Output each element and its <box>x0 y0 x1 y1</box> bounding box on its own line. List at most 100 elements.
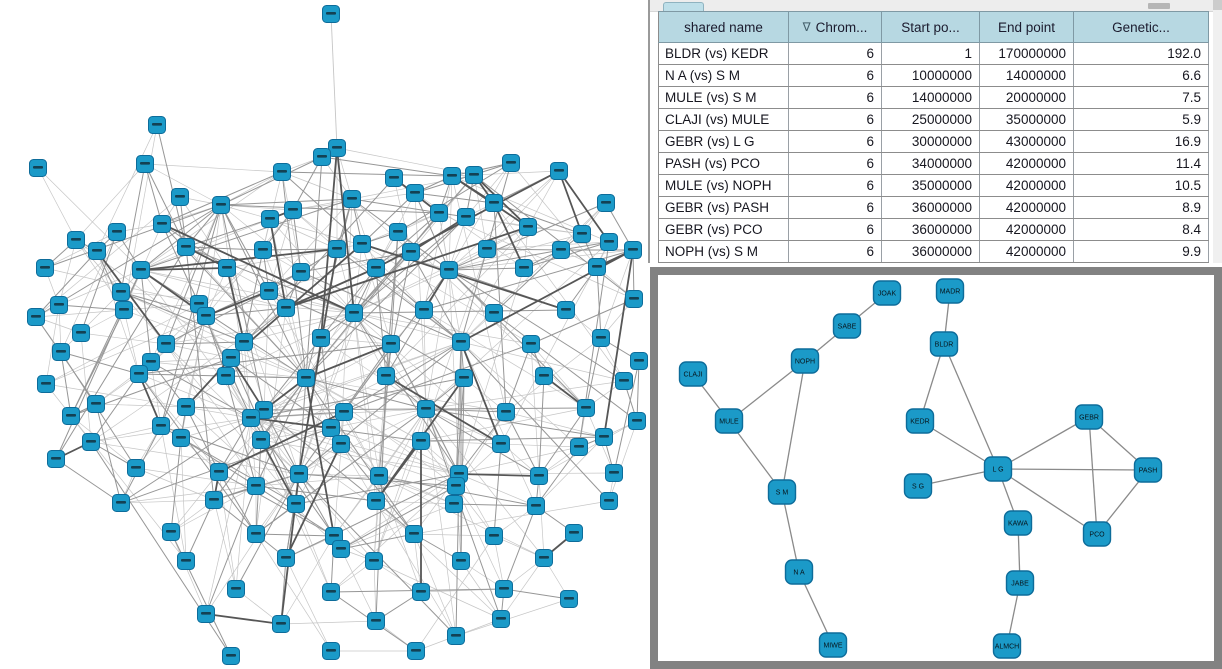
scrollbar-up-button[interactable] <box>1213 0 1222 10</box>
network-node[interactable] <box>625 290 643 308</box>
network-node[interactable] <box>312 329 330 347</box>
network-node[interactable] <box>465 166 483 184</box>
subnetwork-node-sm[interactable]: S M <box>767 479 797 505</box>
network-node[interactable] <box>389 223 407 241</box>
network-node[interactable] <box>177 398 195 416</box>
network-node[interactable] <box>322 583 340 601</box>
network-node[interactable] <box>406 184 424 202</box>
table-row[interactable]: PASH (vs) PCO 6 34000000 42000000 11.4 <box>658 152 1209 175</box>
network-node[interactable] <box>377 367 395 385</box>
network-node[interactable] <box>322 419 340 437</box>
network-node[interactable] <box>527 497 545 515</box>
table-tab[interactable] <box>663 2 704 11</box>
network-node[interactable] <box>142 353 160 371</box>
network-node[interactable] <box>254 241 272 259</box>
network-node[interactable] <box>272 615 290 633</box>
network-node[interactable] <box>550 162 568 180</box>
network-node[interactable] <box>136 155 154 173</box>
network-node[interactable] <box>615 372 633 390</box>
network-node[interactable] <box>172 429 190 447</box>
network-node[interactable] <box>492 610 510 628</box>
network-node[interactable] <box>367 612 385 630</box>
network-node[interactable] <box>522 335 540 353</box>
network-node[interactable] <box>197 605 215 623</box>
network-node[interactable] <box>495 580 513 598</box>
table-scroll-mark[interactable] <box>1148 3 1170 9</box>
network-node[interactable] <box>492 435 510 453</box>
network-node[interactable] <box>402 243 420 261</box>
table-row[interactable]: GEBR (vs) L G 6 30000000 43000000 16.9 <box>658 130 1209 153</box>
network-node[interactable] <box>457 208 475 226</box>
network-node[interactable] <box>407 642 425 660</box>
network-node[interactable] <box>82 433 100 451</box>
network-node[interactable] <box>153 215 171 233</box>
network-node[interactable] <box>252 431 270 449</box>
network-node[interactable] <box>552 241 570 259</box>
network-node[interactable] <box>535 367 553 385</box>
network-node[interactable] <box>570 438 588 456</box>
panel-divider[interactable] <box>648 0 650 263</box>
network-node[interactable] <box>415 301 433 319</box>
network-node[interactable] <box>260 282 278 300</box>
network-node[interactable] <box>600 492 618 510</box>
network-node[interactable] <box>127 459 145 477</box>
subnetwork-node-madr[interactable]: MADR <box>935 278 965 304</box>
network-node[interactable] <box>162 523 180 541</box>
network-node[interactable] <box>328 139 346 157</box>
network-node[interactable] <box>171 188 189 206</box>
network-node[interactable] <box>88 242 106 260</box>
table-row[interactable]: CLAJI (vs) MULE 6 25000000 35000000 5.9 <box>658 108 1209 131</box>
network-node[interactable] <box>478 240 496 258</box>
network-node[interactable] <box>385 169 403 187</box>
network-node[interactable] <box>205 491 223 509</box>
network-node[interactable] <box>519 218 537 236</box>
network-node[interactable] <box>365 552 383 570</box>
network-node[interactable] <box>29 159 47 177</box>
network-node[interactable] <box>332 540 350 558</box>
network-node[interactable] <box>535 549 553 567</box>
network-node[interactable] <box>261 210 279 228</box>
network-node[interactable] <box>405 525 423 543</box>
network-node[interactable] <box>177 552 195 570</box>
network-node[interactable] <box>445 495 463 513</box>
network-node[interactable] <box>130 365 148 383</box>
network-node[interactable] <box>588 258 606 276</box>
subnetwork-node-sabe[interactable]: SABE <box>832 313 862 339</box>
network-node[interactable] <box>605 464 623 482</box>
subnetwork-node-sg[interactable]: S G <box>903 473 933 499</box>
network-node[interactable] <box>72 324 90 342</box>
network-node[interactable] <box>52 343 70 361</box>
network-node[interactable] <box>515 259 533 277</box>
network-node[interactable] <box>630 352 648 370</box>
network-node[interactable] <box>443 167 461 185</box>
network-node[interactable] <box>343 190 361 208</box>
network-node[interactable] <box>273 163 291 181</box>
network-node[interactable] <box>212 196 230 214</box>
network-node[interactable] <box>313 148 331 166</box>
network-node[interactable] <box>112 283 130 301</box>
network-node[interactable] <box>235 333 253 351</box>
network-node[interactable] <box>217 367 235 385</box>
network-node[interactable] <box>370 467 388 485</box>
network-node[interactable] <box>577 399 595 417</box>
network-node[interactable] <box>132 261 150 279</box>
network-node[interactable] <box>417 400 435 418</box>
network-node[interactable] <box>290 465 308 483</box>
network-node[interactable] <box>530 467 548 485</box>
network-node[interactable] <box>502 154 520 172</box>
subnetwork-node-noph[interactable]: NOPH <box>790 348 820 374</box>
network-node[interactable] <box>485 527 503 545</box>
network-node[interactable] <box>222 647 240 665</box>
network-node[interactable] <box>277 549 295 567</box>
subnetwork-node-mule[interactable]: MULE <box>714 408 744 434</box>
table-row[interactable]: MULE (vs) NOPH 6 35000000 42000000 10.5 <box>658 174 1209 197</box>
network-node[interactable] <box>87 395 105 413</box>
network-node[interactable] <box>430 204 448 222</box>
network-node[interactable] <box>197 307 215 325</box>
network-node[interactable] <box>600 233 618 251</box>
network-node[interactable] <box>447 477 465 495</box>
subnetwork-node-kawa[interactable]: KAWA <box>1003 510 1033 536</box>
network-node[interactable] <box>152 417 170 435</box>
subnetwork-node-kedr[interactable]: KEDR <box>905 408 935 434</box>
network-node[interactable] <box>624 241 642 259</box>
